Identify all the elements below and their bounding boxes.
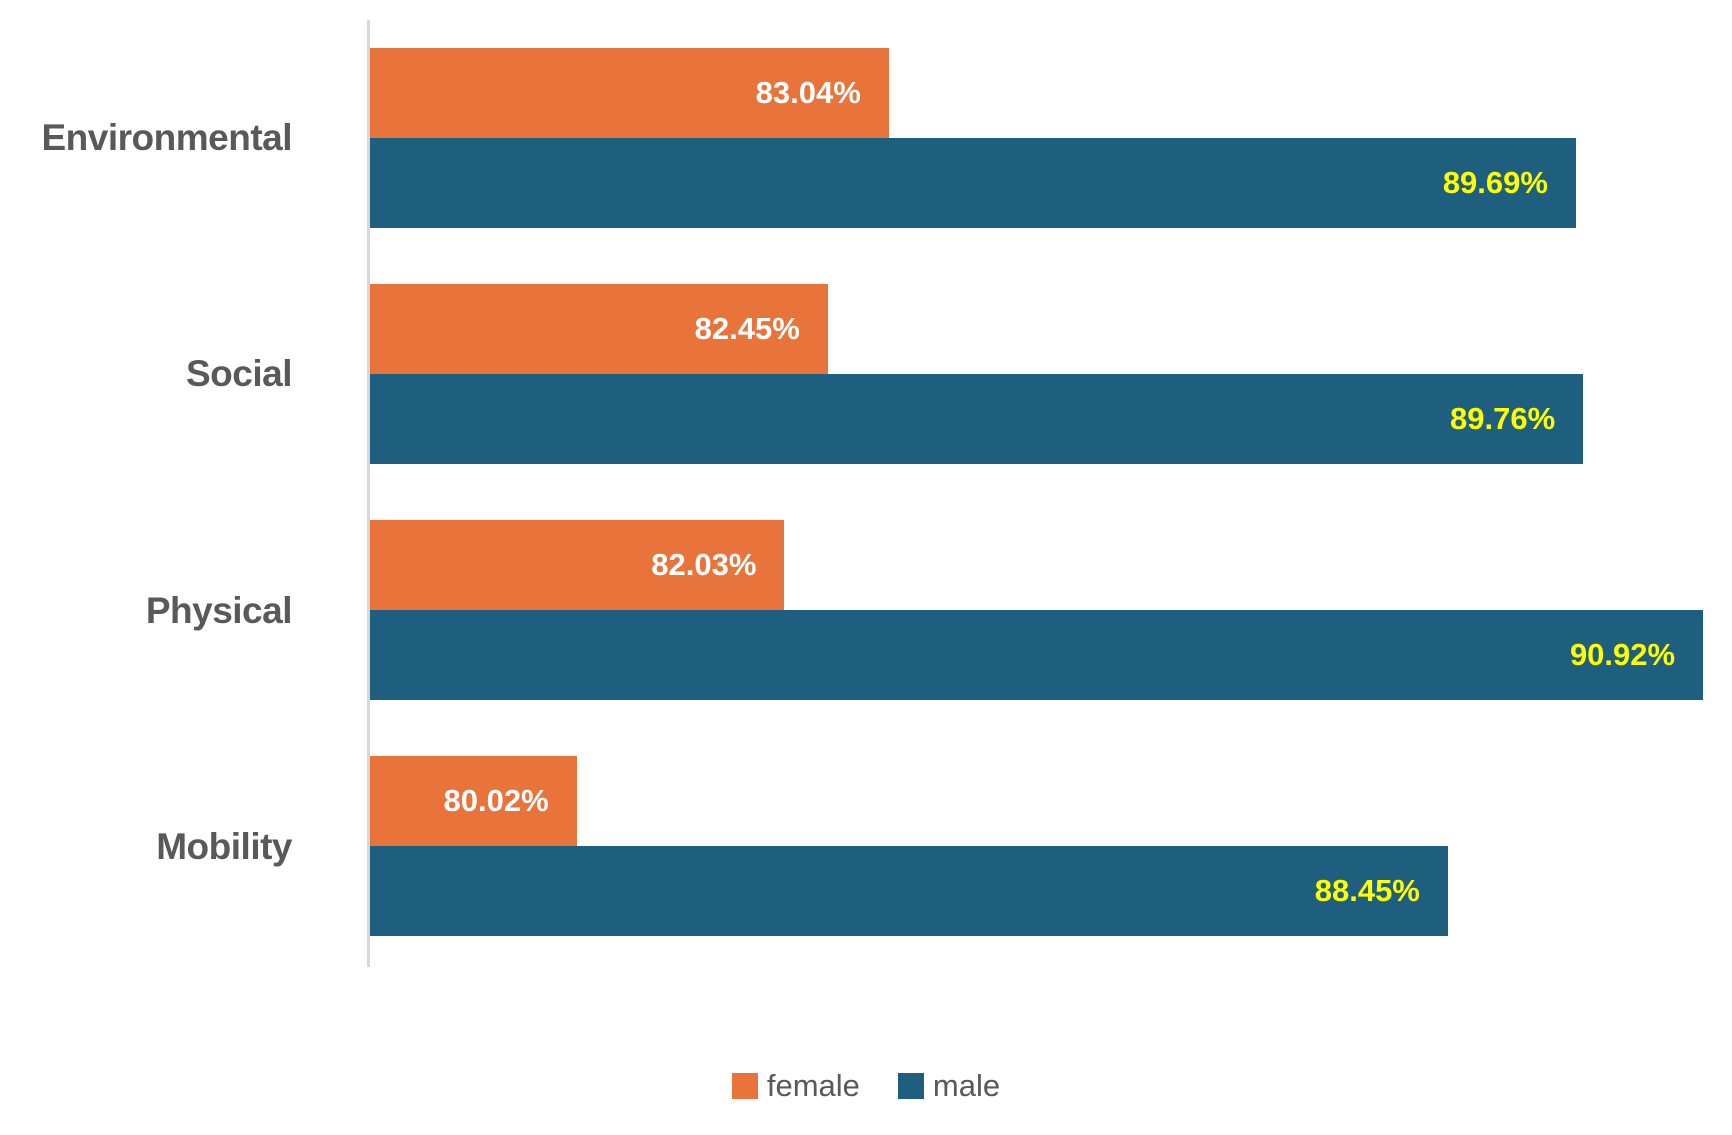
bar-male-physical: 90.92% [368,610,1704,701]
bar-group: 80.02% 88.45% [368,756,1732,937]
plot-area: Environmental 83.04% 89.69% Social 82.45% 89.… [0,20,1732,965]
bar-female-social: 82.45% [368,283,828,374]
category-row-physical: Physical 82.03% 90.92% [0,493,1732,729]
legend-label: female [766,1068,860,1103]
bar-group: 82.03% 90.92% [368,520,1732,701]
bar-male-environmental: 89.69% [368,137,1576,228]
bar-value-label: 82.45% [694,310,800,346]
category-row-environmental: Environmental 83.04% 89.69% [0,20,1732,256]
bar-male-social: 89.76% [368,373,1584,464]
bar-female-mobility: 80.02% [368,756,577,847]
category-label: Physical [145,589,293,631]
bar-value-label: 89.76% [1450,400,1556,436]
bar-group: 82.45% 89.76% [368,283,1732,465]
bar-female-environmental: 83.04% [368,47,889,138]
legend-swatch-female [731,1073,758,1099]
category-label: Mobility [156,825,292,867]
legend-label: male [932,1068,1001,1103]
legend-item-female: female [731,1068,860,1104]
category-axis-line [367,20,370,967]
bar-group: 83.04% 89.69% [368,47,1732,229]
bar-value-label: 82.03% [651,547,757,583]
bar-value-label: 89.69% [1442,164,1548,200]
bar-value-label: 80.02% [443,783,549,819]
legend-item-male: male [897,1068,1001,1104]
category-label: Social [186,353,293,395]
bar-female-physical: 82.03% [368,520,785,611]
legend: female male [0,1068,1732,1104]
bar-value-label: 90.92% [1569,637,1676,673]
category-row-social: Social 82.45% 89.76% [0,256,1732,492]
legend-swatch-male [897,1073,924,1099]
category-row-mobility: Mobility 80.02% 88.45% [0,729,1732,965]
bar-male-mobility: 88.45% [368,846,1448,937]
bar-value-label: 88.45% [1314,873,1420,909]
category-label: Environmental [41,117,293,159]
bar-value-label: 83.04% [755,74,861,110]
